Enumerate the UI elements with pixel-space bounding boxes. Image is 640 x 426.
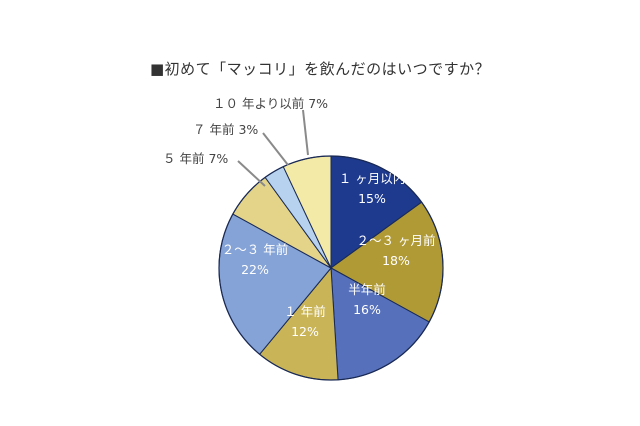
slice-label: ２～３ 年前 [222, 242, 288, 257]
leader-line [262, 132, 289, 166]
chart-title: ■初めて「マッコリ」を飲んだのはいつですか？ [150, 60, 491, 78]
slice-label: 15% [358, 191, 386, 206]
slice-label: 12% [291, 324, 319, 339]
slice-label: 16% [353, 302, 381, 317]
slice-label: 18% [382, 253, 410, 268]
slice-label: ５ 年前 7% [163, 151, 228, 166]
leader-line [302, 109, 309, 156]
slice-label: 22% [241, 262, 269, 277]
slice-label: １ ヶ月以内 [339, 171, 405, 186]
slice-label: １０ 年より以前 7% [213, 96, 328, 111]
slice-label: 半年前 [348, 282, 386, 297]
slice-label: ７ 年前 3% [193, 122, 258, 137]
leader-line [237, 160, 266, 187]
slice-label: ２～３ ヶ月前 [357, 233, 436, 248]
slice-label: １ 年前 [284, 304, 325, 319]
